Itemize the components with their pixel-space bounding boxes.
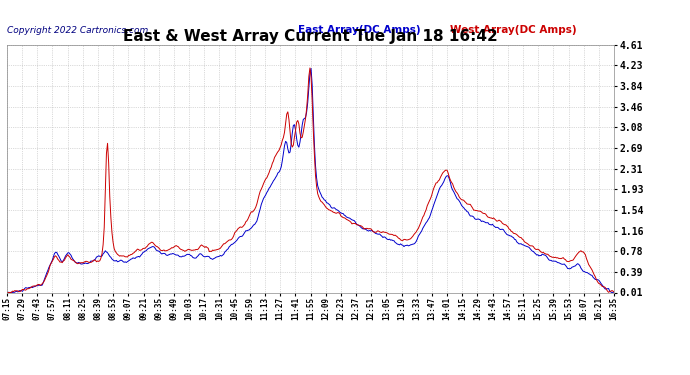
Text: East Array(DC Amps): East Array(DC Amps)	[298, 25, 421, 35]
Text: Copyright 2022 Cartronics.com: Copyright 2022 Cartronics.com	[7, 26, 148, 35]
Text: West Array(DC Amps): West Array(DC Amps)	[450, 25, 577, 35]
Title: East & West Array Current Tue Jan 18 16:42: East & West Array Current Tue Jan 18 16:…	[123, 29, 498, 44]
